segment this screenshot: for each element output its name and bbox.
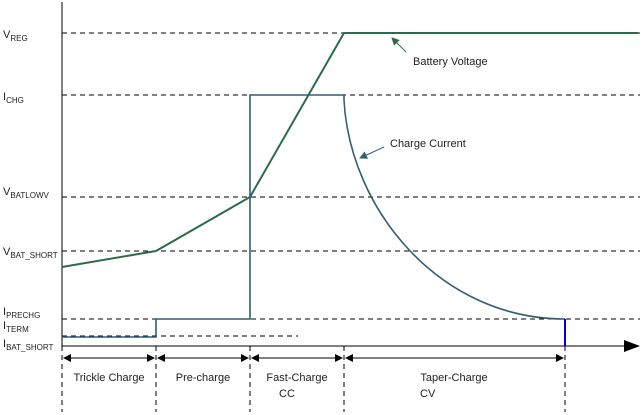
level-label: VREG — [3, 29, 28, 43]
current-annotation: Charge Current — [390, 138, 466, 150]
level-labels: VREGICHGVBATLOWVVBAT_SHORTIPRECHGITERMIB… — [3, 29, 58, 352]
phase-label: CV — [420, 388, 436, 400]
level-subscript: CHG — [6, 96, 24, 105]
battery-voltage-curve — [61, 32, 638, 268]
phase-label: Taper-Charge — [420, 372, 487, 384]
level-label: VBATLOWV — [3, 186, 50, 200]
level-symbol: I — [3, 91, 6, 103]
level-symbol: I — [3, 338, 6, 350]
voltage-annotation: Battery Voltage — [413, 56, 488, 68]
phase-label: Fast-Charge — [266, 372, 327, 384]
level-label: IBAT_SHORT — [3, 338, 53, 352]
level-symbol: I — [3, 320, 6, 332]
level-symbol: V — [3, 29, 11, 41]
level-symbol: I — [3, 306, 6, 318]
level-subscript: BAT_SHORT — [10, 251, 57, 260]
x-axis-arrow — [624, 340, 640, 352]
level-subscript: BATLOWV — [10, 191, 49, 200]
current-pointer — [359, 146, 385, 159]
level-label: VBAT_SHORT — [3, 246, 58, 260]
level-subscript: TERM — [6, 325, 29, 334]
level-subscript: BAT_SHORT — [6, 343, 53, 352]
level-label: ITERM — [3, 320, 29, 334]
voltage-pointer — [391, 37, 407, 53]
level-subscript: REG — [10, 34, 27, 43]
phase-label: Trickle Charge — [73, 372, 144, 384]
phase-labels: Trickle Charge Pre-charge Fast-Charge CC Tap… — [73, 372, 487, 400]
phase-boundaries — [61, 346, 566, 412]
phase-label: CC — [279, 388, 295, 400]
charge-current-curve — [62, 94, 566, 338]
level-label: ICHG — [3, 91, 24, 105]
level-symbol: V — [3, 246, 11, 258]
level-symbol: V — [3, 186, 11, 198]
phase-label: Pre-charge — [176, 372, 230, 384]
level-label: IPRECHG — [3, 306, 40, 320]
level-subscript: PRECHG — [6, 311, 40, 320]
